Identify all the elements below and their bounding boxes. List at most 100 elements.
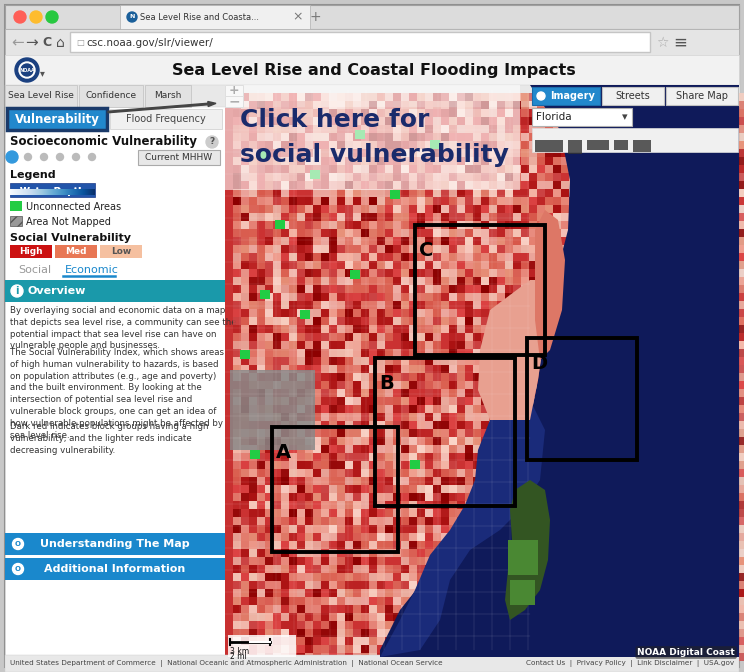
Bar: [609, 149, 617, 157]
Bar: [297, 365, 305, 373]
Bar: [641, 93, 649, 101]
Bar: [353, 205, 361, 213]
Bar: [417, 357, 425, 365]
Bar: [265, 173, 273, 181]
Bar: [473, 237, 481, 245]
Bar: [585, 373, 593, 381]
Bar: [345, 461, 353, 468]
Bar: [473, 405, 481, 413]
Bar: [601, 365, 609, 373]
Bar: [665, 605, 673, 613]
Bar: [465, 125, 472, 132]
Bar: [529, 341, 536, 349]
Bar: [649, 653, 657, 661]
Bar: [241, 405, 248, 413]
Bar: [321, 621, 329, 629]
Bar: [721, 101, 728, 109]
Bar: [537, 133, 545, 140]
Bar: [321, 653, 329, 661]
Bar: [281, 413, 289, 421]
Bar: [369, 181, 376, 189]
Bar: [257, 293, 265, 300]
Bar: [569, 637, 577, 644]
Bar: [425, 269, 433, 277]
Bar: [297, 245, 305, 253]
Bar: [385, 237, 393, 245]
Bar: [569, 469, 577, 476]
Bar: [465, 357, 472, 365]
Bar: [601, 469, 609, 476]
Bar: [257, 381, 265, 388]
Bar: [737, 237, 744, 245]
Bar: [433, 181, 440, 189]
Bar: [297, 637, 305, 644]
Bar: [505, 645, 513, 653]
Bar: [417, 365, 425, 373]
Bar: [337, 381, 344, 388]
Bar: [713, 405, 721, 413]
Bar: [497, 565, 504, 573]
Bar: [665, 413, 673, 421]
Bar: [401, 381, 408, 388]
Bar: [617, 485, 625, 493]
Bar: [729, 509, 737, 517]
Bar: [737, 629, 744, 636]
Bar: [377, 221, 385, 228]
Bar: [689, 421, 696, 429]
Text: ⌂: ⌂: [56, 36, 65, 50]
Bar: [393, 261, 401, 269]
Bar: [457, 405, 465, 413]
Bar: [681, 205, 689, 213]
Bar: [257, 213, 265, 220]
Bar: [281, 165, 289, 173]
Bar: [257, 477, 265, 485]
Bar: [321, 629, 329, 636]
Bar: [705, 621, 713, 629]
Bar: [449, 653, 457, 661]
Bar: [353, 549, 361, 556]
Bar: [441, 301, 449, 308]
Circle shape: [537, 92, 545, 100]
Bar: [705, 645, 713, 653]
Text: Med: Med: [65, 247, 87, 257]
Bar: [297, 261, 305, 269]
Bar: [313, 565, 321, 573]
Bar: [377, 109, 385, 117]
Bar: [705, 405, 713, 413]
Bar: [649, 181, 657, 189]
Bar: [313, 213, 321, 220]
Bar: [665, 149, 673, 157]
Bar: [273, 437, 280, 445]
Bar: [377, 541, 385, 549]
Bar: [409, 173, 417, 181]
Bar: [353, 221, 361, 228]
Bar: [641, 597, 649, 605]
Bar: [681, 533, 689, 541]
Bar: [433, 133, 440, 140]
Bar: [417, 229, 425, 237]
Bar: [593, 421, 600, 429]
Bar: [497, 269, 504, 277]
Bar: [481, 573, 489, 581]
Bar: [433, 253, 440, 261]
Bar: [553, 277, 561, 285]
Bar: [377, 333, 385, 341]
Bar: [297, 397, 305, 405]
Bar: [569, 277, 577, 285]
Bar: [497, 229, 504, 237]
Bar: [609, 237, 617, 245]
Bar: [729, 501, 737, 509]
Text: Vulnerability: Vulnerability: [15, 112, 100, 126]
Bar: [361, 141, 369, 149]
Bar: [369, 309, 376, 317]
Bar: [633, 493, 641, 501]
Bar: [497, 557, 504, 564]
Bar: [649, 605, 657, 613]
Bar: [481, 157, 489, 165]
Bar: [665, 573, 673, 581]
Bar: [689, 157, 696, 165]
Bar: [385, 477, 393, 485]
Bar: [265, 461, 273, 468]
Bar: [521, 197, 529, 205]
Bar: [705, 117, 713, 125]
